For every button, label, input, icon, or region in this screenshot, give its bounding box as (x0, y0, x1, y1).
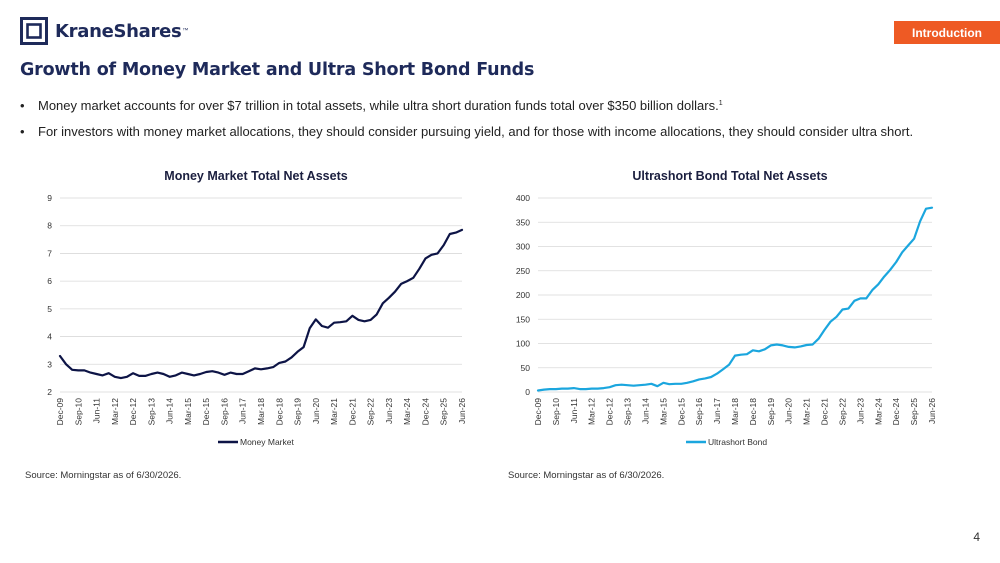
x-tick-label: Jun-11 (92, 398, 102, 424)
x-tick-label: Mar-15 (658, 398, 668, 425)
x-tick-label: Sep-25 (909, 398, 919, 426)
x-tick-label: Jun-14 (640, 398, 650, 424)
y-tick-label: 3 (47, 359, 52, 369)
x-tick-label: Dec-15 (676, 398, 686, 426)
money-market-chart: 2 3 4 5 6 7 8 9 Dec-09 Sep-10 Jun-11 Mar-12 Dec-12 Se… (47, 193, 467, 447)
y-tick-label: 250 (516, 266, 530, 276)
x-tick-label: Mar-24 (402, 398, 412, 425)
y-tick-label: 300 (516, 242, 530, 252)
y-tick-label: 200 (516, 290, 530, 300)
page-title: Growth of Money Market and Ultra Short B… (20, 60, 535, 80)
bullet-text: For investors with money market allocati… (38, 124, 914, 139)
x-tick-label: Sep-13 (623, 398, 633, 426)
bullet-text: Money market accounts for over $7 trilli… (38, 98, 719, 113)
ultrashort-bond-chart: 0 50 100 150 200 250 300 350 400 Dec-09 Sep-10 Jun-… (516, 193, 937, 447)
kraneshares-logo-mark-icon (20, 17, 48, 45)
x-tick-label: Mar-21 (329, 398, 339, 425)
y-tick-label: 0 (525, 387, 530, 397)
y-tick-label: 2 (47, 387, 52, 397)
x-tick-label: Dec-12 (128, 398, 138, 426)
x-tick-label: Dec-09 (55, 398, 65, 426)
x-tick-label: Mar-15 (183, 398, 193, 425)
footnote-marker: 1 (718, 100, 723, 107)
section-tag: Introduction (894, 21, 1000, 44)
x-tick-label: Mar-24 (873, 398, 883, 425)
x-tick-label: Jun-14 (165, 398, 175, 424)
x-tick-label: Dec-21 (820, 398, 830, 426)
x-tick-label: Mar-12 (587, 398, 597, 425)
y-tick-label: 100 (516, 339, 530, 349)
x-tick-label: Dec-18 (274, 398, 284, 426)
kraneshares-logo: KraneShares ™ (20, 17, 188, 45)
bullet-item: For investors with money market allocati… (20, 123, 980, 140)
x-tick-label: Sep-25 (439, 398, 449, 426)
x-tick-label: Jun-26 (927, 398, 937, 424)
legend-label: Money Market (240, 437, 294, 447)
x-tick-label: Sep-10 (551, 398, 561, 426)
y-tick-label: 150 (516, 314, 530, 324)
x-tick-label: Dec-18 (748, 398, 758, 426)
x-tick-label: Mar-12 (110, 398, 120, 425)
x-tick-label: Dec-24 (891, 398, 901, 426)
source-note-right: Source: Morningstar as of 6/30/2026. (508, 470, 665, 481)
x-tick-label: Sep-22 (366, 398, 376, 426)
y-tick-label: 6 (47, 276, 52, 286)
money-market-chart-title: Money Market Total Net Assets (164, 169, 348, 183)
y-tick-label: 50 (521, 363, 531, 373)
x-tick-label: Sep-16 (694, 398, 704, 426)
x-tick-label: Mar-21 (802, 398, 812, 425)
x-tick-label: Mar-18 (256, 398, 266, 425)
series-line (536, 206, 934, 392)
legend-label: Ultrashort Bond (708, 437, 767, 447)
x-tick-label: Jun-26 (457, 398, 467, 424)
logo-text: KraneShares (55, 20, 182, 42)
x-tick-label: Sep-19 (293, 398, 303, 426)
y-tick-label: 9 (47, 193, 52, 203)
x-tick-label: Sep-16 (219, 398, 229, 426)
x-tick-label: Jun-17 (712, 398, 722, 424)
x-tick-label: Dec-24 (420, 398, 430, 426)
x-tick-label: Jun-20 (784, 398, 794, 424)
x-tick-label: Dec-15 (201, 398, 211, 426)
ultrashort-chart-title: Ultrashort Bond Total Net Assets (632, 169, 828, 183)
y-tick-label: 4 (47, 332, 52, 342)
source-note-left: Source: Morningstar as of 6/30/2026. (25, 470, 182, 481)
bullet-item: Money market accounts for over $7 trilli… (20, 97, 980, 114)
x-tick-label: Dec-12 (605, 398, 615, 426)
x-tick-label: Dec-21 (347, 398, 357, 426)
x-tick-label: Jun-17 (238, 398, 248, 424)
series-line (58, 228, 464, 380)
x-tick-label: Mar-18 (730, 398, 740, 425)
y-tick-label: 5 (47, 304, 52, 314)
x-tick-label: Jun-23 (384, 398, 394, 424)
x-tick-label: Dec-09 (533, 398, 543, 426)
y-tick-label: 400 (516, 193, 530, 203)
y-tick-label: 7 (47, 248, 52, 258)
logo-trademark: ™ (182, 28, 189, 34)
bullet-list: Money market accounts for over $7 trilli… (20, 97, 980, 149)
x-tick-label: Sep-13 (146, 398, 156, 426)
y-tick-label: 8 (47, 221, 52, 231)
y-tick-label: 350 (516, 217, 530, 227)
x-tick-label: Jun-11 (569, 398, 579, 424)
x-tick-label: Jun-23 (855, 398, 865, 424)
x-tick-label: Sep-10 (73, 398, 83, 426)
x-tick-label: Sep-22 (837, 398, 847, 426)
x-tick-label: Sep-19 (766, 398, 776, 426)
page-number: 4 (973, 530, 980, 544)
x-tick-label: Jun-20 (311, 398, 321, 424)
